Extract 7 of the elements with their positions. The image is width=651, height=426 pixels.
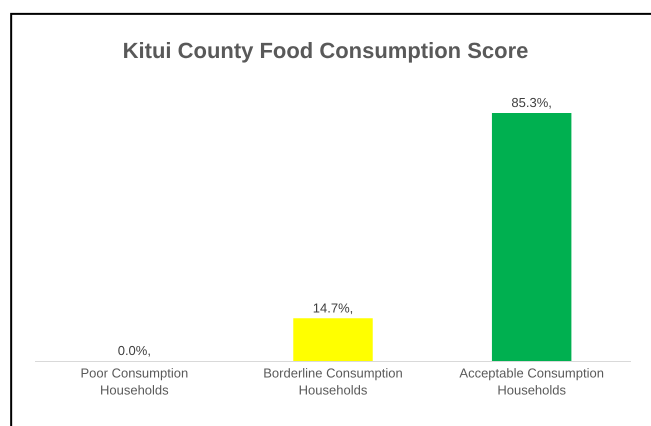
x-tick-label: Poor Consumption Households	[80, 366, 188, 398]
data-label: 0.0%,	[118, 343, 151, 358]
x-tick-label: Borderline Consumption Households	[263, 366, 403, 398]
chart-title: Kitui County Food Consumption Score	[122, 38, 528, 63]
x-tick-label: Acceptable Consumption Households	[459, 366, 604, 398]
data-label: 85.3%,	[511, 95, 552, 110]
data-label: 14.7%,	[312, 300, 354, 316]
